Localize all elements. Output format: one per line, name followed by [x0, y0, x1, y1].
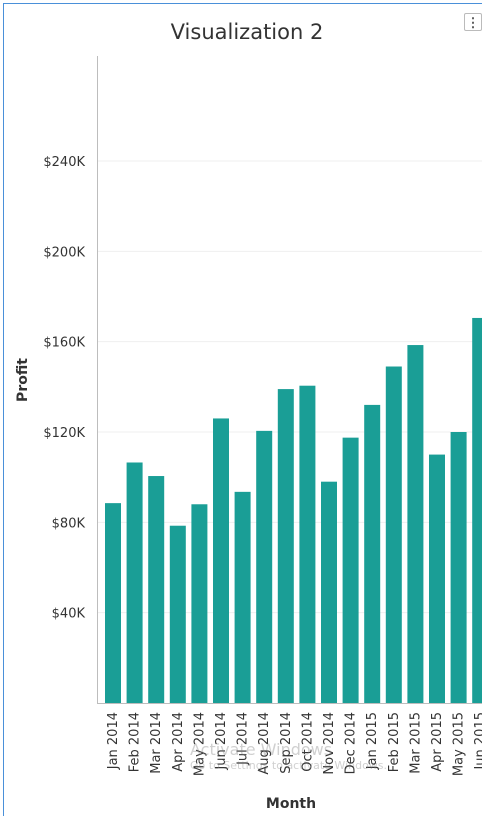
x-tick-label: Oct 2014: [300, 712, 315, 772]
y-tick-label: $40K: [52, 607, 86, 622]
bar[interactable]: [234, 491, 251, 703]
bar[interactable]: [342, 437, 359, 703]
bar[interactable]: [407, 345, 424, 703]
x-tick-label: May 2015: [452, 712, 467, 776]
bar[interactable]: [169, 525, 186, 703]
y-tick-label: $120K: [43, 426, 85, 441]
bar[interactable]: [148, 476, 165, 703]
x-tick-label: Sep 2014: [279, 712, 294, 774]
x-tick-label: Dec 2014: [344, 712, 359, 774]
bar[interactable]: [126, 462, 143, 703]
x-tick-label: Jun 2015: [473, 712, 482, 771]
bar[interactable]: [213, 418, 229, 703]
x-axis-title: Month: [266, 796, 316, 812]
y-tick-label: $160K: [43, 336, 85, 351]
bar[interactable]: [277, 389, 294, 703]
x-tick-label: Jun 2014: [214, 712, 229, 771]
bar[interactable]: [385, 366, 402, 703]
x-tick-label: Mar 2014: [149, 712, 164, 774]
x-tick-label: Jan 2014: [106, 712, 121, 770]
x-tick-label: Aug 2014: [257, 712, 272, 775]
y-tick-label: $80K: [52, 516, 86, 531]
bar[interactable]: [472, 317, 482, 703]
bar[interactable]: [191, 504, 208, 703]
x-axis-ticks: Jan 2014 Feb 2014 Mar 2014 Apr 2014 May 2014…: [106, 712, 482, 776]
y-axis-ticks: $40K $80K $120K $160K $200K $240K: [43, 155, 85, 622]
x-tick-label: Jul 2014: [236, 712, 251, 766]
bar[interactable]: [429, 454, 445, 703]
y-tick-label: $200K: [43, 245, 85, 260]
x-tick-label: Nov 2014: [322, 712, 337, 775]
x-tick-label: Jan 2015: [365, 712, 380, 770]
x-tick-label: Feb 2014: [128, 712, 143, 772]
chart-title: Visualization 2: [170, 20, 324, 44]
x-tick-label: Apr 2015: [430, 712, 445, 772]
bar[interactable]: [256, 430, 273, 703]
bar[interactable]: [450, 432, 467, 703]
bar[interactable]: [364, 404, 381, 703]
x-tick-label: Feb 2015: [387, 712, 402, 772]
bar[interactable]: [299, 385, 316, 703]
x-tick-label: May 2014: [192, 712, 207, 776]
bars: [105, 317, 482, 703]
bar[interactable]: [105, 503, 121, 703]
y-tick-label: $240K: [43, 155, 85, 170]
x-tick-label: Apr 2014: [171, 712, 186, 772]
y-axis-title: Profit: [15, 358, 31, 402]
bar[interactable]: [321, 481, 337, 703]
x-tick-label: Mar 2015: [408, 712, 423, 774]
